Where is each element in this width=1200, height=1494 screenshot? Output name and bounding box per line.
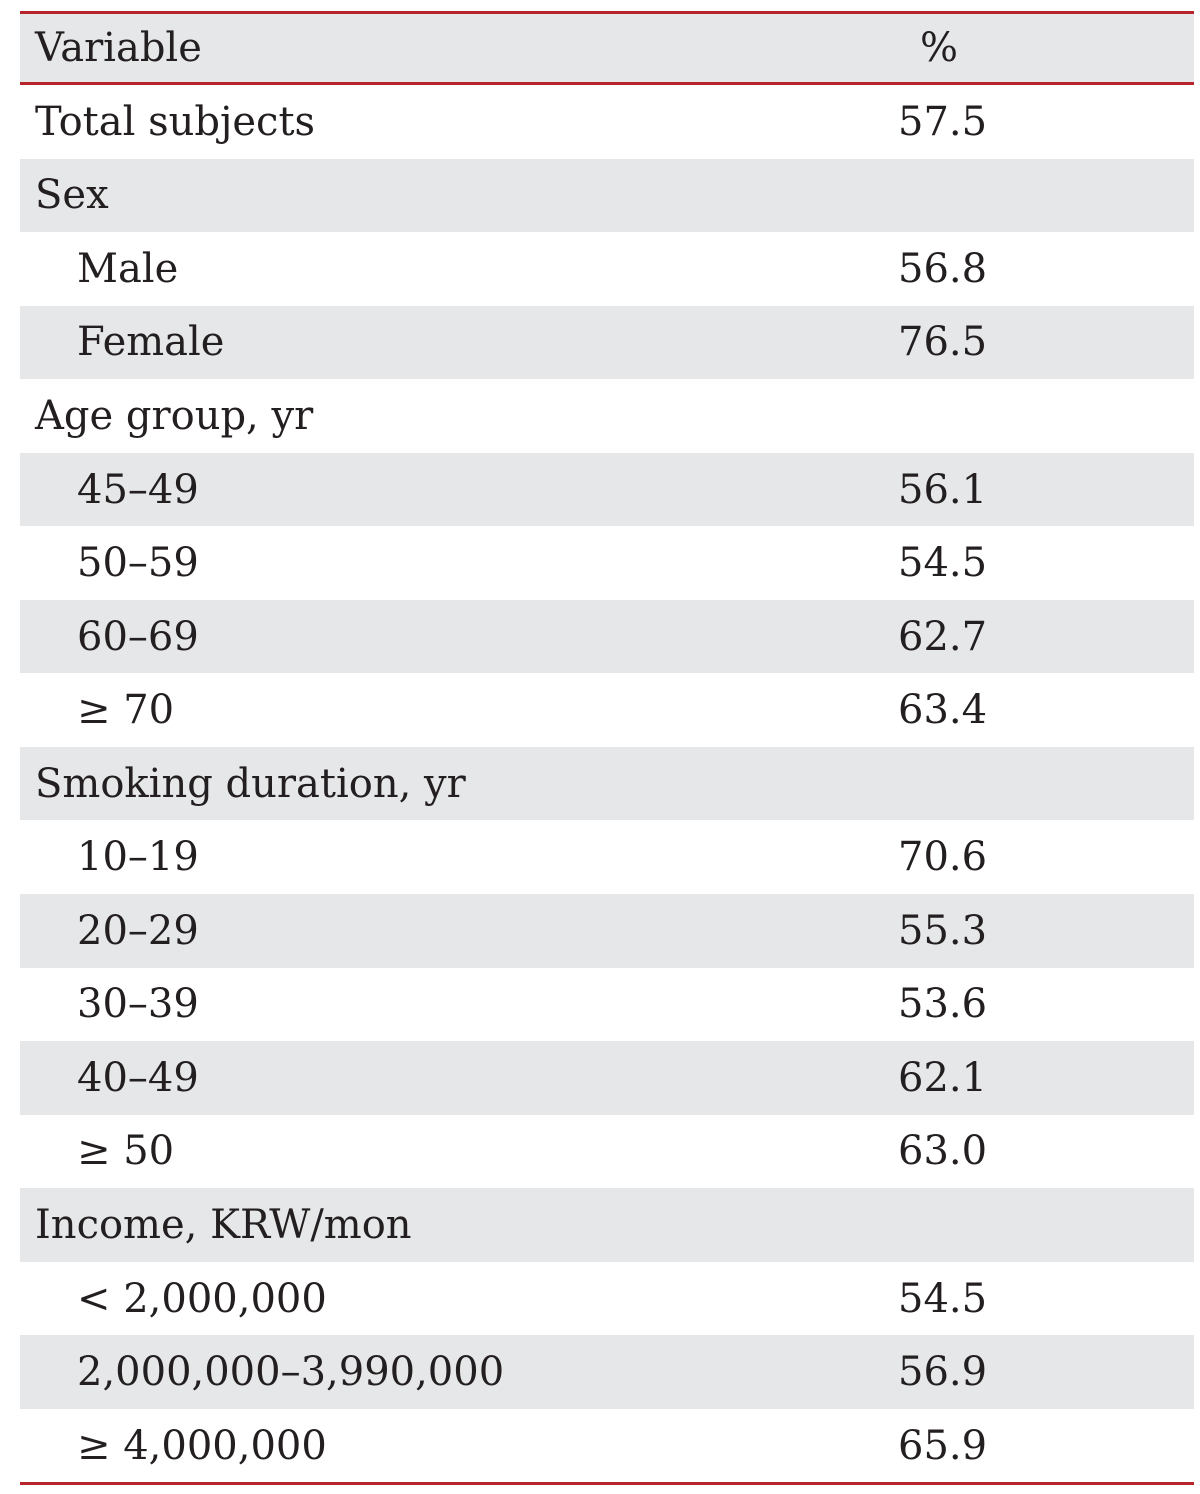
row-label: Sex [35, 172, 109, 219]
data-table: Variable % Total subjects 57.5 Sex Male 56.8… [20, 11, 1194, 1486]
row-percent: 63.4 [898, 687, 988, 734]
row-percent: 53.6 [898, 981, 988, 1028]
row-label: 30–39 [77, 981, 199, 1028]
row-percent: 65.9 [898, 1422, 988, 1469]
table-header-row: Variable % [20, 14, 1194, 85]
table-row: < 2,000,000 54.5 [20, 1262, 1194, 1336]
table-row: 45–49 56.1 [20, 452, 1194, 527]
table-row: 50–59 54.5 [20, 526, 1194, 600]
row-label: ≥ 4,000,000 [77, 1422, 327, 1469]
row-percent: 62.1 [898, 1054, 988, 1101]
table-row: 40–49 62.1 [20, 1041, 1194, 1115]
table-row: ≥ 4,000,000 65.9 [20, 1409, 1194, 1483]
table-row: 60–69 62.7 [20, 599, 1194, 674]
header-percent: % [920, 25, 959, 71]
row-label: < 2,000,000 [77, 1275, 327, 1322]
table-row: Total subjects 57.5 [20, 85, 1194, 159]
row-label: ≥ 70 [77, 687, 175, 734]
table-row: Age group, yr [20, 379, 1194, 453]
table-row: Income, KRW/mon [20, 1188, 1194, 1262]
row-percent: 62.7 [898, 613, 988, 660]
table-row: Smoking duration, yr [20, 746, 1194, 821]
row-label: Income, KRW/mon [35, 1201, 412, 1248]
table-body: Total subjects 57.5 Sex Male 56.8 Female 76.5 A… [20, 85, 1194, 1482]
row-percent: 57.5 [898, 98, 988, 145]
row-percent: 63.0 [898, 1128, 988, 1175]
row-label: Total subjects [35, 98, 316, 145]
table-row: Male 56.8 [20, 232, 1194, 306]
row-percent: 55.3 [898, 907, 988, 954]
row-label: 20–29 [77, 907, 199, 954]
row-label: Smoking duration, yr [35, 760, 466, 807]
row-percent: 56.9 [898, 1349, 988, 1396]
row-label: Age group, yr [35, 392, 314, 439]
row-label: Female [77, 319, 225, 366]
table-row: 10–19 70.6 [20, 820, 1194, 894]
row-percent: 54.5 [898, 1275, 988, 1322]
row-label: 2,000,000–3,990,000 [77, 1349, 505, 1396]
table-row: 30–39 53.6 [20, 968, 1194, 1042]
row-label: 10–19 [77, 834, 199, 881]
table-row: ≥ 70 63.4 [20, 673, 1194, 747]
row-label: Male [77, 245, 179, 292]
table-row: Female 76.5 [20, 305, 1194, 380]
row-percent: 56.1 [898, 466, 988, 513]
table-row: Sex [20, 158, 1194, 233]
table-row: ≥ 50 63.0 [20, 1115, 1194, 1189]
header-variable: Variable [35, 25, 202, 71]
row-percent: 76.5 [898, 319, 988, 366]
row-percent: 54.5 [898, 540, 988, 587]
table-row: 20–29 55.3 [20, 894, 1194, 968]
row-percent: 56.8 [898, 245, 988, 292]
row-label: 60–69 [77, 613, 199, 660]
row-label: 40–49 [77, 1054, 199, 1101]
row-label: ≥ 50 [77, 1128, 175, 1175]
table-row: 2,000,000–3,990,000 56.9 [20, 1335, 1194, 1409]
row-percent: 70.6 [898, 834, 988, 881]
row-label: 45–49 [77, 466, 199, 513]
row-label: 50–59 [77, 540, 199, 587]
